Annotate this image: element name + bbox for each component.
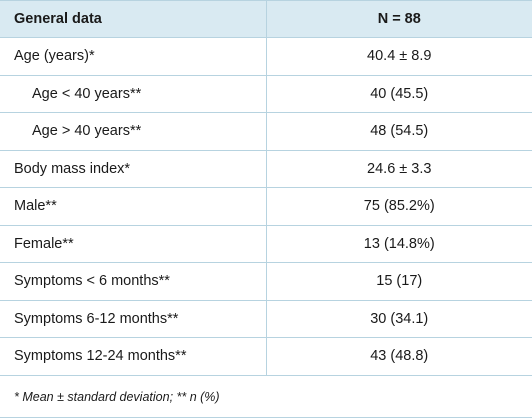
table-header-row: General data N = 88 [0,0,532,38]
header-sample-size: N = 88 [266,0,532,38]
row-value: 40 (45.5) [266,75,532,113]
table-row: Age > 40 years** 48 (54.5) [0,112,532,151]
table-row: Female** 13 (14.8%) [0,225,532,263]
table-row: Symptoms < 6 months** 15 (17) [0,262,532,301]
row-value: 75 (85.2%) [266,187,532,226]
row-label: Symptoms 12-24 months** [0,337,267,376]
row-value: 24.6 ± 3.3 [266,150,532,188]
table-row: Male** 75 (85.2%) [0,187,532,226]
row-value: 40.4 ± 8.9 [266,37,532,76]
table-row: Age < 40 years** 40 (45.5) [0,75,532,113]
table-row: Symptoms 6-12 months** 30 (34.1) [0,300,532,338]
row-label: Symptoms 6-12 months** [0,300,267,338]
row-label: Age > 40 years** [0,112,267,151]
header-general-data: General data [0,0,267,38]
table-footnote: * Mean ± standard deviation; ** n (%) [0,376,532,418]
row-label: Age < 40 years** [0,75,267,113]
row-label: Symptoms < 6 months** [0,262,267,301]
row-value: 13 (14.8%) [266,225,532,263]
table-row: Symptoms 12-24 months** 43 (48.8) [0,337,532,376]
row-label: Female** [0,225,267,263]
table-row: Body mass index* 24.6 ± 3.3 [0,150,532,188]
row-value: 43 (48.8) [266,337,532,376]
general-data-table: General data N = 88 Age (years)* 40.4 ± … [0,0,532,376]
table-row: Age (years)* 40.4 ± 8.9 [0,37,532,76]
row-label: Body mass index* [0,150,267,188]
row-value: 15 (17) [266,262,532,301]
row-value: 30 (34.1) [266,300,532,338]
row-label: Male** [0,187,267,226]
row-label: Age (years)* [0,37,267,76]
row-value: 48 (54.5) [266,112,532,151]
